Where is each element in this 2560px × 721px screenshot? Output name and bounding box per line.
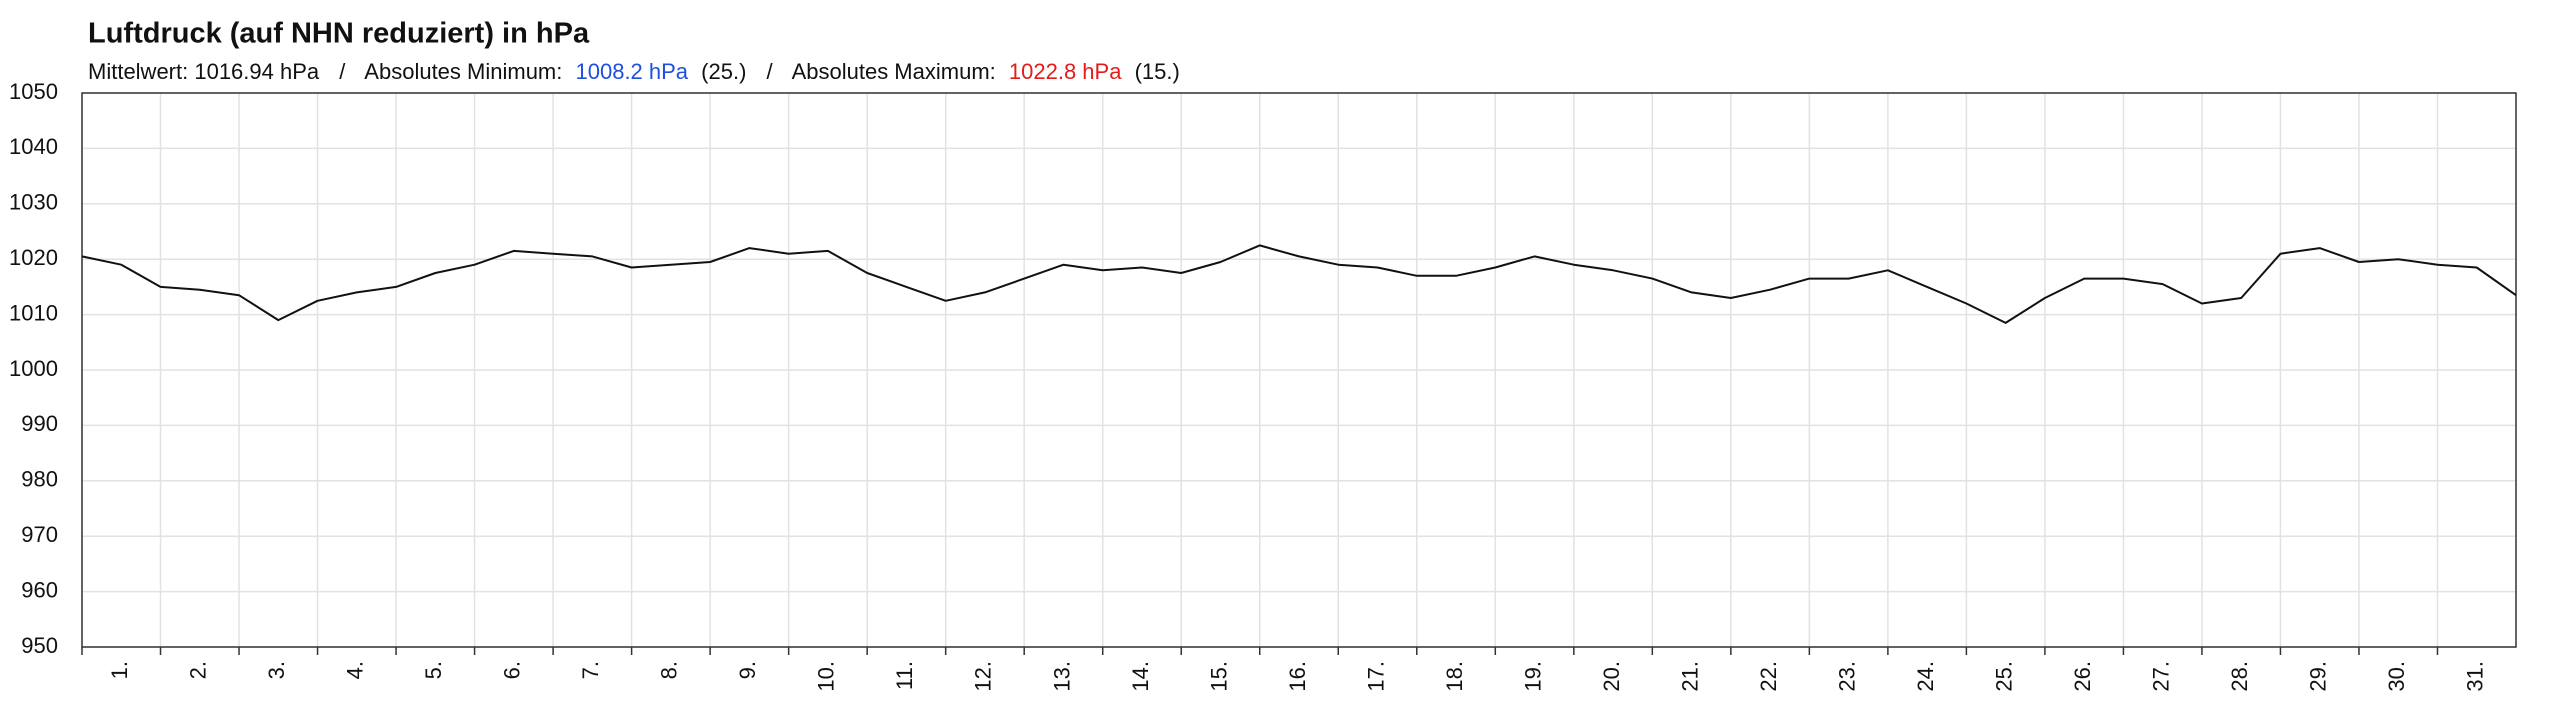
x-tick-label: 24.: [1913, 661, 1938, 692]
y-tick-label: 1040: [9, 134, 58, 159]
chart-title: Luftdruck (auf NHN reduziert) in hPa: [88, 18, 590, 50]
min-day: (25.): [701, 59, 746, 84]
x-tick-label: 30.: [2384, 661, 2409, 692]
x-tick-label: 9.: [735, 661, 760, 679]
x-tick-label: 12.: [971, 661, 996, 692]
x-tick-label: 31.: [2463, 661, 2488, 692]
x-tick-label: 5.: [421, 661, 446, 679]
min-label: Absolutes Minimum:: [364, 59, 562, 84]
y-tick-label: 950: [21, 633, 58, 658]
pressure-line: [81, 244, 2517, 324]
x-tick-label: 13.: [1049, 661, 1074, 692]
y-tick-label: 980: [21, 467, 58, 492]
x-tick-label: 23.: [1834, 661, 1859, 692]
x-tick-label: 4.: [343, 661, 368, 679]
separator: /: [339, 59, 346, 84]
x-tick-label: 6.: [500, 661, 525, 679]
x-tick-label: 18.: [1442, 661, 1467, 692]
x-tick-label: 14.: [1128, 661, 1153, 692]
x-tick-label: 25.: [1991, 661, 2016, 692]
mean-text: Mittelwert: 1016.94 hPa: [88, 59, 320, 84]
x-tick-label: 11.: [892, 661, 917, 690]
x-tick-label: 28.: [2227, 661, 2252, 692]
chart-subtitle: Mittelwert: 1016.94 hPa / Absolutes Mini…: [88, 59, 1180, 84]
max-day: (15.): [1135, 59, 1180, 84]
x-tick-label: 19.: [1520, 661, 1545, 692]
x-tick-label: 15.: [1206, 661, 1231, 692]
min-value: 1008.2 hPa: [576, 59, 689, 84]
x-tick-label: 2.: [186, 661, 211, 679]
x-tick-label: 27.: [2148, 661, 2173, 692]
plot-frame: [81, 92, 2517, 648]
max-value: 1022.8 hPa: [1009, 59, 1122, 84]
x-tick-label: 26.: [2070, 661, 2095, 692]
y-tick-label: 1000: [9, 356, 58, 381]
max-label: Absolutes Maximum:: [792, 59, 996, 84]
x-tick-label: 10.: [814, 661, 839, 692]
y-tick-label: 990: [21, 411, 58, 436]
x-tick-label: 3.: [264, 661, 289, 679]
y-tick-label: 1020: [9, 245, 58, 270]
x-tick-label: 7.: [578, 661, 603, 679]
x-tick-label: 20.: [1599, 661, 1624, 692]
x-tick-label: 22.: [1756, 661, 1781, 692]
x-tick-label: 16.: [1285, 661, 1310, 692]
x-tick-label: 8.: [657, 661, 682, 679]
y-tick-label: 960: [21, 577, 58, 602]
separator: /: [767, 59, 774, 84]
y-tick-label: 1010: [9, 300, 58, 325]
x-tick-label: 1.: [107, 661, 132, 679]
x-tick-label: 21.: [1677, 661, 1702, 692]
x-tick-label: 17.: [1363, 661, 1388, 692]
y-tick-label: 1030: [9, 190, 58, 215]
x-tick-label: 29.: [2306, 661, 2331, 692]
y-tick-label: 970: [21, 522, 58, 547]
y-tick-label: 1050: [9, 79, 58, 104]
